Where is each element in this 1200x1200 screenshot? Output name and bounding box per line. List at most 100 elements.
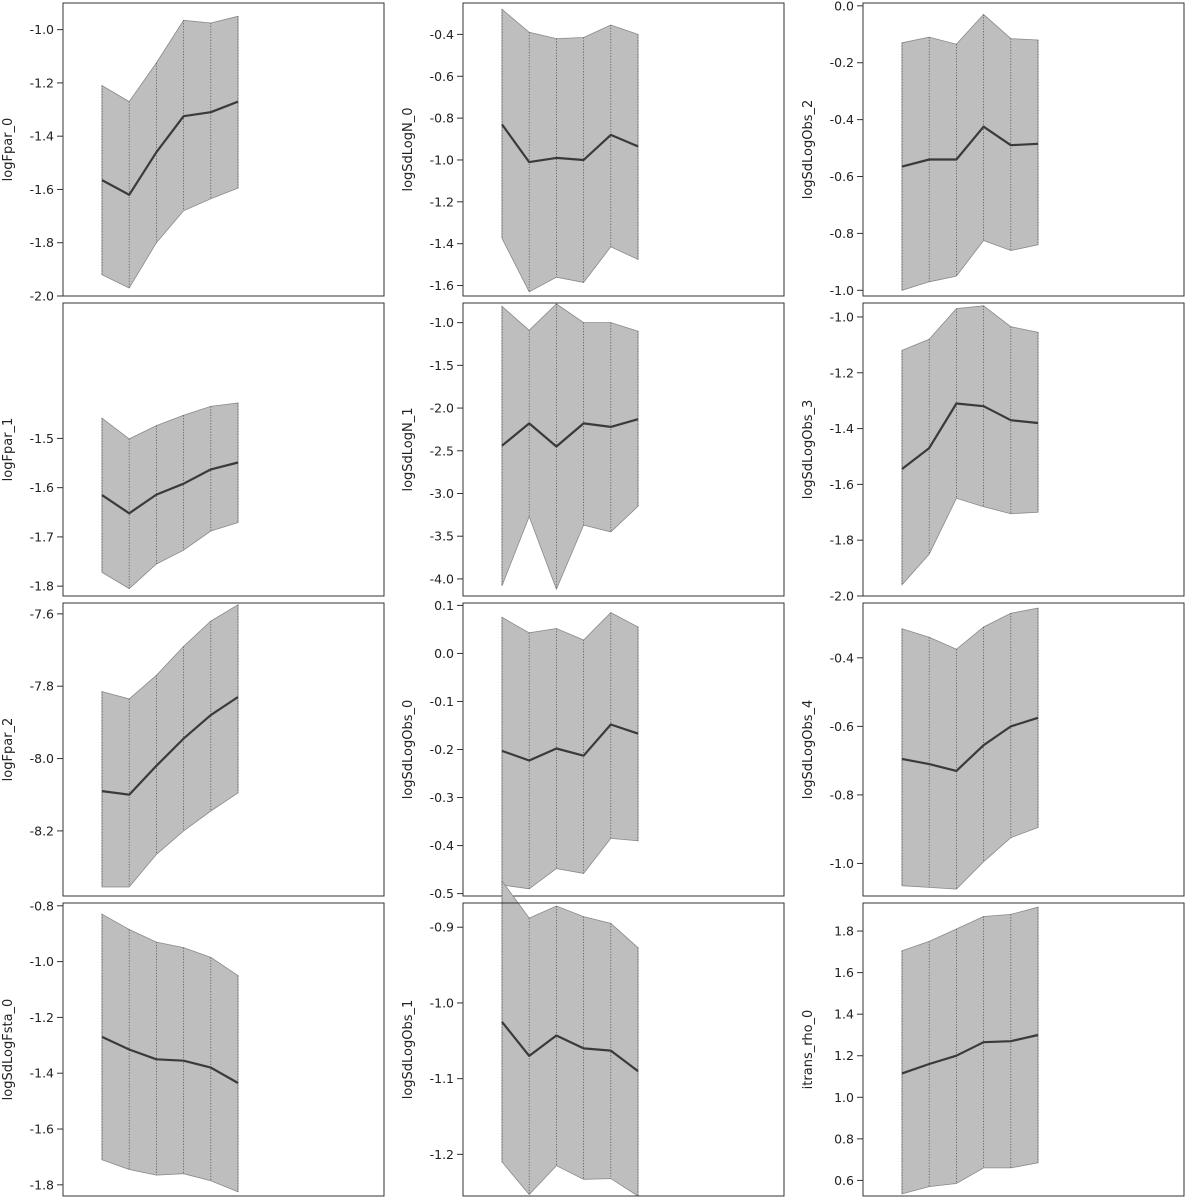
y-axis-label: logSdLogObs_3 xyxy=(801,400,816,500)
plot-frame xyxy=(862,2,1185,297)
y-tick-label: -2.0 xyxy=(430,401,454,416)
y-tick-label: -7.6 xyxy=(30,606,54,621)
y-tick-label: -1.4 xyxy=(830,421,854,436)
mean-line xyxy=(501,1021,639,1072)
y-tick-label: 1.4 xyxy=(834,1007,854,1022)
y-tick-label: -1.0 xyxy=(830,283,854,298)
y-tick-label: -3.5 xyxy=(430,529,454,544)
y-axis-label: logSdLogN_0 xyxy=(401,107,416,191)
y-tick-label: -1.6 xyxy=(30,182,54,197)
y-tick-label: -1.2 xyxy=(30,75,54,90)
y-tick-label: 0.8 xyxy=(834,1131,854,1146)
y-axis-label: logSdLogObs_1 xyxy=(401,1000,416,1100)
confidence-band xyxy=(901,305,1039,586)
plot-frame xyxy=(62,602,385,897)
y-tick-label: -1.0 xyxy=(830,309,854,324)
y-tick-label: 1.6 xyxy=(834,965,854,980)
panel-logsdlogfsta-0: -0.8 -1.0 -1.2 -1.4 -1.6 -1.8 logSdLogFsta_0 xyxy=(1,898,385,1197)
y-tick-label: -1.4 xyxy=(30,1066,54,1081)
y-tick-label: -1.0 xyxy=(30,954,54,969)
y-tick-label: -1.2 xyxy=(830,365,854,380)
mean-line xyxy=(501,418,639,448)
panel-logfpar-2: -7.6 -7.8 -8.0 -8.2 logFpar_2 xyxy=(1,602,385,897)
confidence-band xyxy=(101,402,239,590)
y-tick-label: -0.2 xyxy=(430,742,454,757)
y-tick-label: 1.2 xyxy=(834,1048,854,1063)
confidence-band xyxy=(501,303,639,591)
confidence-band xyxy=(901,607,1039,890)
panel-logsdlogobs-1: -0.9 -1.0 -1.1 -1.2 logSdLogObs_1 xyxy=(401,879,785,1197)
y-tick-label: -1.8 xyxy=(30,579,54,594)
mean-line xyxy=(101,100,239,196)
mean-line xyxy=(101,696,239,796)
y-tick-label: -0.5 xyxy=(430,886,454,901)
plot-frame xyxy=(462,902,785,1197)
y-tick-label: -1.0 xyxy=(30,22,54,37)
mean-line xyxy=(901,716,1039,773)
plot-frame xyxy=(62,302,385,597)
panel-logfpar-1: -1.5 -1.6 -1.7 -1.8 logFpar_1 xyxy=(1,302,385,597)
panel-logfpar-0: -1.0 -1.2 -1.4 -1.6 -1.8 -2.0 logFpar_0 xyxy=(1,2,385,304)
y-tick-label: 1.0 xyxy=(834,1090,854,1105)
y-tick-label: -4.0 xyxy=(430,571,454,586)
y-tick-label: -1.5 xyxy=(30,431,54,446)
mean-line xyxy=(901,125,1039,168)
y-axis-label: logSdLogObs_2 xyxy=(801,100,816,200)
y-tick-label: -0.6 xyxy=(830,719,854,734)
y-tick-label: -0.8 xyxy=(830,226,854,241)
plot-frame xyxy=(62,902,385,1197)
y-tick-label: -1.6 xyxy=(830,477,854,492)
y-tick-label: -1.5 xyxy=(430,358,454,373)
mean-line xyxy=(901,402,1039,470)
y-axis-label: logSdLogObs_4 xyxy=(801,700,816,800)
y-tick-label: -0.6 xyxy=(430,69,454,84)
mean-line xyxy=(901,1033,1039,1075)
y-tick-label: -0.4 xyxy=(430,27,454,42)
y-tick-label: -1.0 xyxy=(430,995,454,1010)
y-tick-label: -1.2 xyxy=(30,1010,54,1025)
y-tick-label: -2.5 xyxy=(430,443,454,458)
y-tick-label: -0.4 xyxy=(830,650,854,665)
y-tick-label: -1.8 xyxy=(830,533,854,548)
y-tick-label: -1.8 xyxy=(30,1177,54,1192)
plot-frame xyxy=(462,302,785,597)
y-tick-label: -2.0 xyxy=(830,589,854,604)
confidence-band xyxy=(101,913,239,1193)
plot-frame xyxy=(62,2,385,297)
y-tick-label: -0.1 xyxy=(430,694,454,709)
confidence-band xyxy=(501,8,639,293)
y-axis-label: logFpar_0 xyxy=(1,118,16,182)
y-tick-label: -2.0 xyxy=(30,289,54,304)
panel-logsdlogobs-2: 0.0 -0.2 -0.4 -0.6 -0.8 -1.0 logSdLogObs_2 xyxy=(801,0,1185,298)
plot-frame xyxy=(862,302,1185,597)
y-tick-label: 0.1 xyxy=(434,598,454,613)
y-tick-label: -0.8 xyxy=(830,787,854,802)
y-tick-label: -1.8 xyxy=(30,235,54,250)
y-tick-label: -0.6 xyxy=(830,169,854,184)
y-tick-label: -0.8 xyxy=(30,898,54,913)
confidence-band xyxy=(901,906,1039,1195)
y-tick-label: -7.8 xyxy=(30,679,54,694)
y-tick-label: -0.2 xyxy=(830,55,854,70)
y-tick-label: -1.0 xyxy=(830,856,854,871)
y-axis-label: logSdLogN_1 xyxy=(401,407,416,491)
plot-frame xyxy=(462,2,785,297)
y-tick-label: -1.6 xyxy=(30,480,54,495)
y-axis-label: itrans_rho_0 xyxy=(801,1010,816,1090)
y-tick-label: -1.4 xyxy=(430,236,454,251)
y-tick-label: -0.4 xyxy=(430,838,454,853)
y-axis-label: logSdLogFsta_0 xyxy=(1,999,16,1101)
y-tick-label: 0.0 xyxy=(434,646,454,661)
plot-frame xyxy=(862,902,1185,1197)
panel-logsdlogn-1: -1.0 -1.5 -2.0 -2.5 -3.0 -3.5 -4.0 logSdLogN_1 xyxy=(401,302,785,597)
y-tick-label: -0.9 xyxy=(430,920,454,935)
y-tick-label: -1.2 xyxy=(430,1147,454,1162)
y-tick-label: -8.0 xyxy=(30,751,54,766)
panel-logsdlogobs-4: -0.4 -0.6 -0.8 -1.0 logSdLogObs_4 xyxy=(801,602,1185,897)
panel-logsdlogobs-3: -1.0 -1.2 -1.4 -1.6 -1.8 -2.0 logSdLogObs_3 xyxy=(801,302,1185,604)
y-tick-label: 1.8 xyxy=(834,924,854,939)
y-axis-label: logSdLogObs_0 xyxy=(401,700,416,800)
mean-line xyxy=(101,461,239,515)
y-tick-label: 0.0 xyxy=(834,0,854,13)
